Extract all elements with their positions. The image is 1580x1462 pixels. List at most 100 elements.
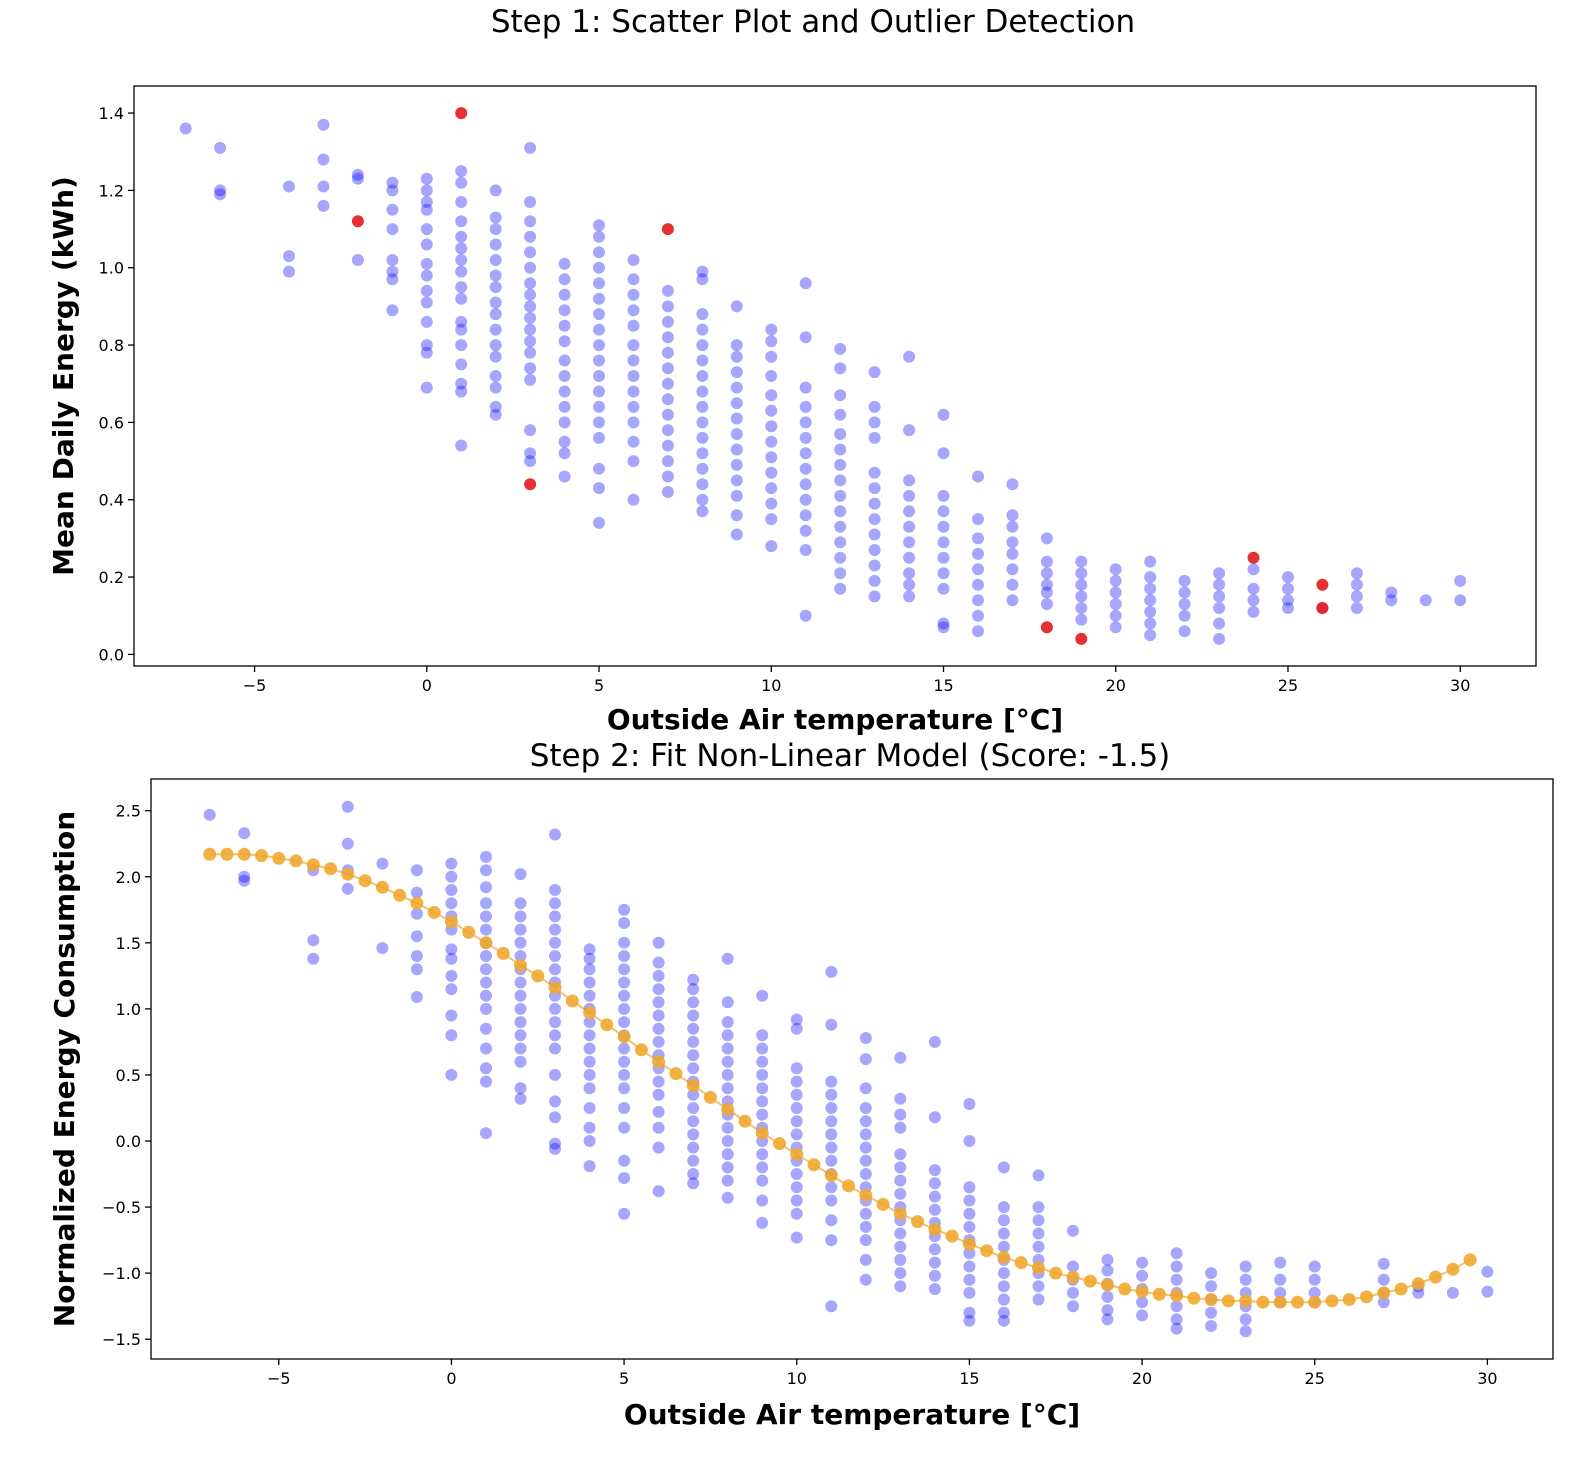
fit-point — [1204, 1293, 1218, 1306]
fit-point — [1394, 1282, 1408, 1296]
data-point — [583, 1016, 596, 1029]
data-point — [1040, 586, 1053, 599]
outlier-point — [1316, 578, 1329, 591]
x-tick-label: 25 — [1278, 676, 1298, 695]
data-point — [1032, 1214, 1045, 1227]
data-point — [480, 989, 492, 1002]
data-point — [583, 952, 596, 965]
fit-point — [1377, 1286, 1391, 1300]
data-point — [455, 385, 468, 398]
data-point — [687, 1062, 700, 1075]
data-point — [756, 1055, 769, 1068]
data-point — [687, 1088, 700, 1101]
data-point — [765, 420, 778, 433]
data-point — [1454, 574, 1467, 587]
data-point — [480, 1127, 492, 1140]
data-point — [627, 435, 640, 448]
data-point — [524, 312, 537, 324]
data-point — [420, 223, 433, 236]
data-point — [410, 991, 423, 1003]
fit-point — [548, 981, 562, 995]
data-point — [834, 458, 847, 471]
data-point — [661, 284, 674, 297]
data-point — [618, 1154, 631, 1167]
data-point — [1075, 578, 1088, 591]
data-point — [549, 1042, 561, 1055]
data-point — [937, 447, 950, 460]
data-point — [730, 474, 743, 487]
data-point — [214, 141, 227, 154]
data-point — [1282, 594, 1294, 607]
data-point — [859, 1234, 872, 1247]
data-point — [1006, 563, 1019, 576]
data-point — [1109, 598, 1122, 611]
data-point — [445, 870, 458, 883]
data-point — [661, 331, 674, 344]
data-point — [997, 1314, 1010, 1327]
data-point — [661, 439, 674, 452]
data-point — [937, 617, 950, 630]
y-tick-label: −0.5 — [102, 1198, 141, 1217]
data-point — [1205, 1280, 1218, 1293]
data-point — [928, 1243, 941, 1256]
data-point — [514, 1055, 527, 1068]
data-point — [937, 489, 950, 502]
data-point — [1446, 1286, 1459, 1299]
outlier-point — [1316, 602, 1329, 614]
y-tick-label: 0.0 — [99, 645, 124, 664]
data-point — [455, 377, 468, 390]
data-point — [859, 1102, 872, 1114]
data-point — [524, 362, 537, 375]
data-point — [514, 897, 527, 910]
data-point — [386, 223, 399, 236]
data-point — [868, 513, 881, 526]
data-point — [549, 1095, 561, 1108]
data-point — [765, 350, 778, 363]
data-point — [583, 1135, 596, 1147]
fit-point — [755, 1126, 769, 1140]
data-point — [834, 362, 847, 375]
data-point — [859, 1273, 872, 1286]
data-point — [1109, 563, 1122, 576]
data-point — [445, 1029, 458, 1042]
data-point — [928, 1177, 941, 1190]
data-point — [618, 903, 631, 916]
data-point — [903, 424, 916, 437]
data-point — [652, 996, 665, 1009]
data-point — [524, 141, 537, 154]
data-point — [834, 474, 847, 487]
data-point — [1032, 1227, 1045, 1240]
data-point — [687, 1154, 700, 1167]
data-point — [480, 1022, 492, 1035]
data-point — [1075, 590, 1088, 603]
data-point — [825, 1115, 838, 1128]
data-point — [480, 850, 492, 863]
data-point — [799, 524, 812, 537]
data-point — [652, 1121, 665, 1134]
y-tick-label: 1.0 — [116, 1000, 141, 1019]
data-point — [1067, 1224, 1079, 1237]
data-point — [859, 1154, 872, 1167]
data-point — [972, 532, 984, 545]
data-point — [514, 1016, 527, 1029]
data-point — [765, 370, 778, 382]
data-point — [445, 969, 458, 982]
data-point — [1350, 567, 1363, 580]
data-point — [997, 1201, 1010, 1214]
data-point — [283, 250, 295, 263]
data-point — [627, 288, 640, 301]
data-point — [1006, 547, 1019, 560]
data-point — [730, 350, 743, 363]
data-point — [489, 211, 502, 224]
fit-point — [721, 1102, 735, 1116]
outlier-point — [351, 215, 364, 228]
data-point — [489, 281, 502, 294]
data-point — [489, 254, 502, 266]
data-point — [1481, 1285, 1494, 1298]
fit-point — [1118, 1282, 1132, 1296]
data-point — [455, 281, 468, 294]
data-point — [1075, 613, 1088, 626]
data-point — [687, 1022, 700, 1035]
data-point — [455, 439, 468, 452]
